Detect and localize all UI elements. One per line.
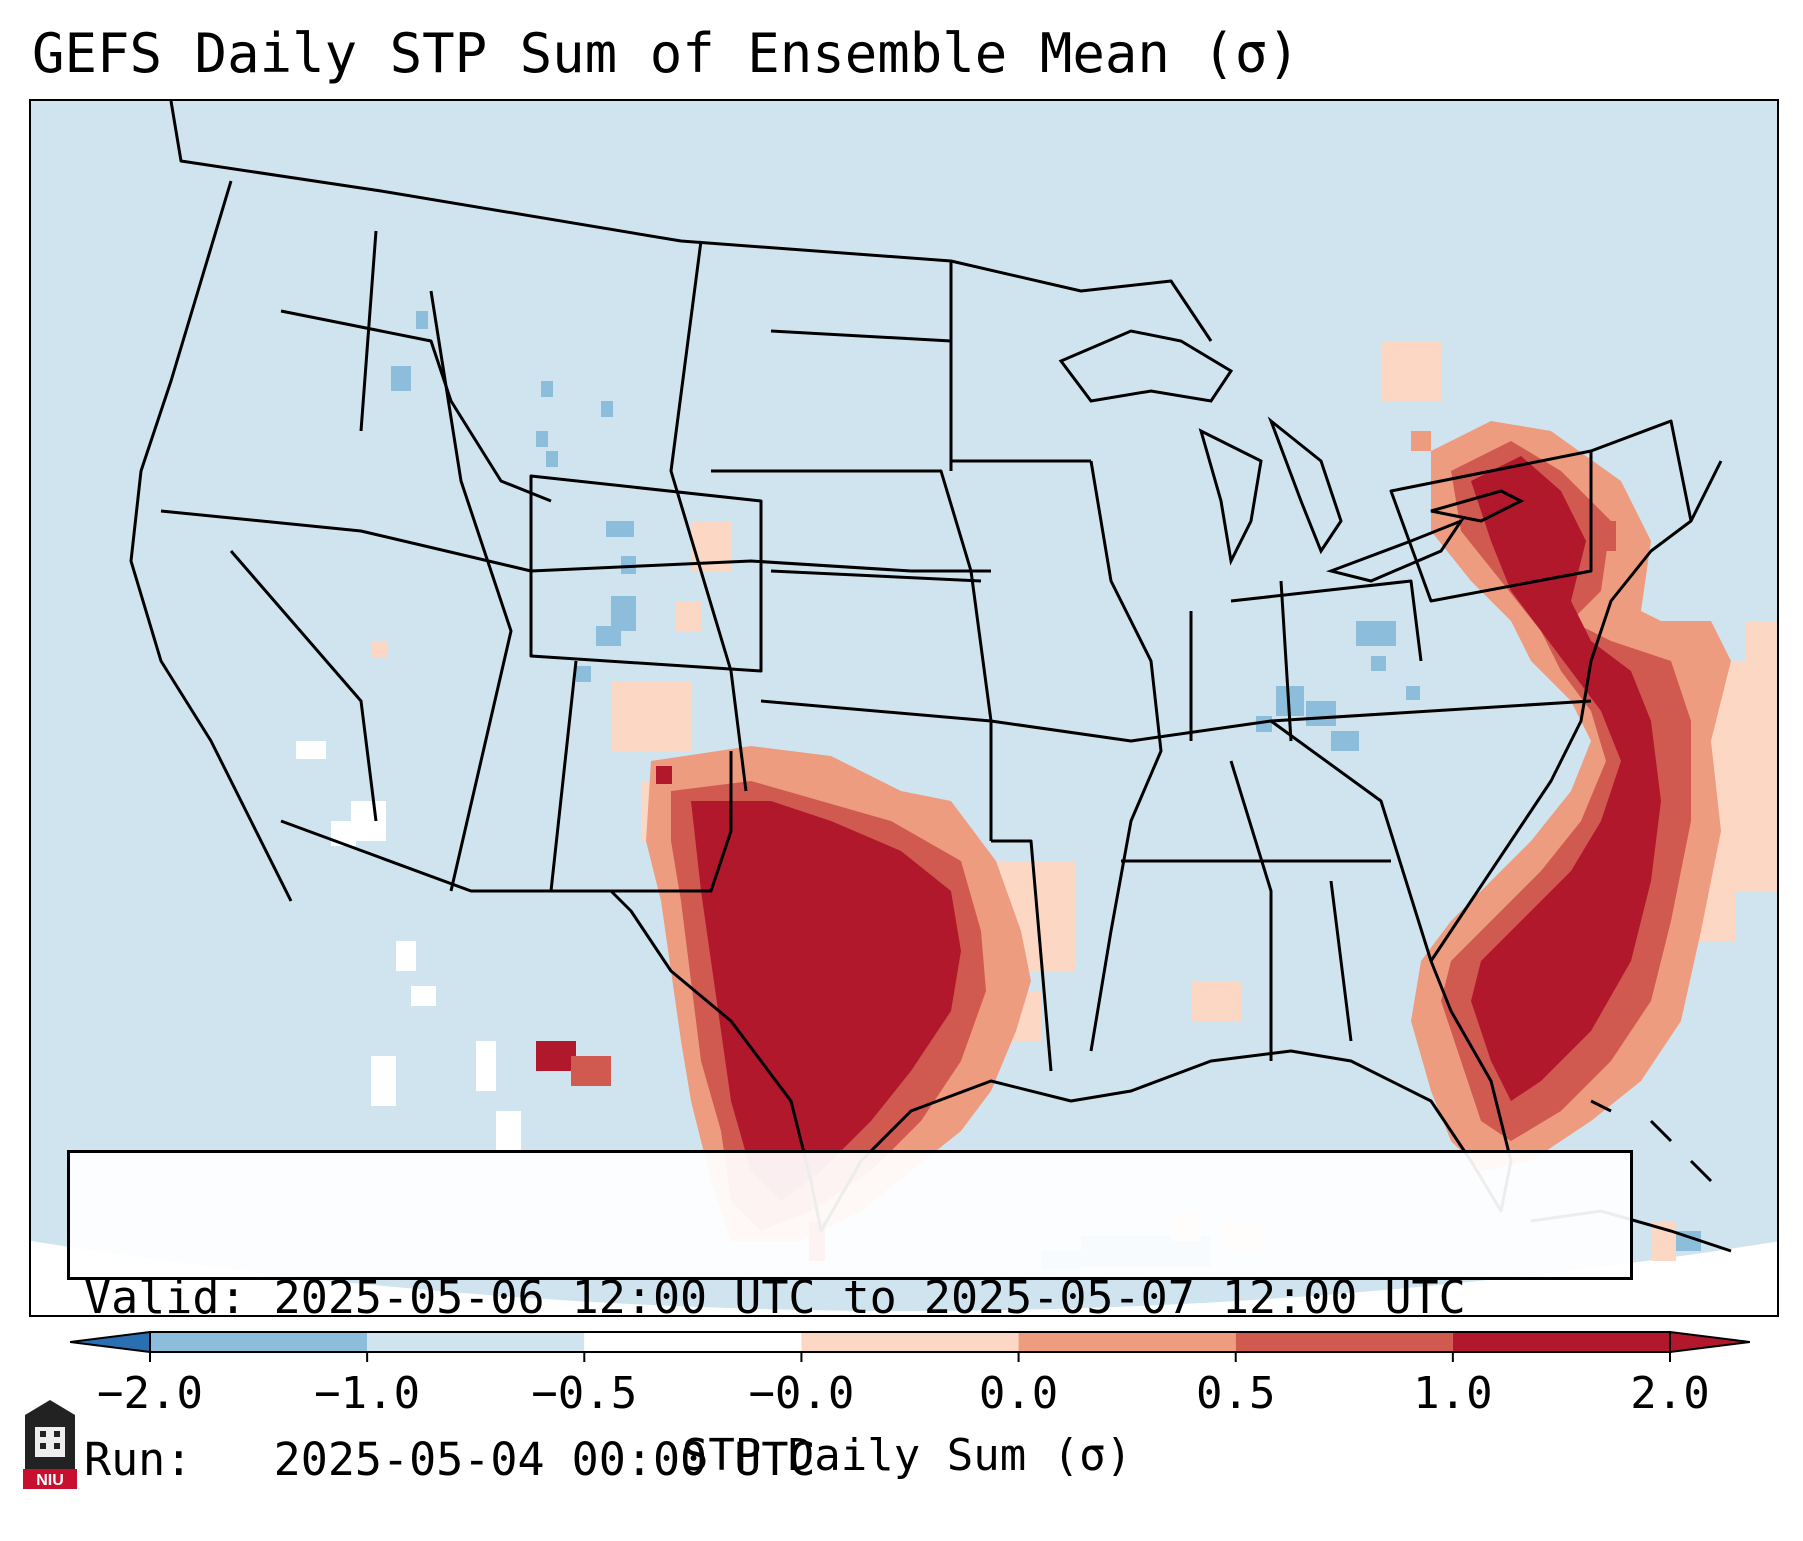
colorbar-segment xyxy=(1452,1332,1670,1352)
map-background xyxy=(31,101,1777,1311)
colorbar-label: STP Daily Sum (σ) xyxy=(681,1430,1133,1481)
colorbar-tick-label: 1.0 xyxy=(1413,1368,1493,1419)
chart-title: GEFS Daily STP Sum of Ensemble Mean (σ) xyxy=(32,22,1300,85)
colorbar-segment xyxy=(584,1332,802,1352)
colorbar-tick-label: 0.0 xyxy=(978,1368,1059,1419)
texas-anomaly xyxy=(536,746,1031,1261)
run-value: 2025-05-04 00:00 UTC xyxy=(273,1433,816,1486)
colorbar-tick-label: 0.5 xyxy=(1195,1368,1276,1419)
neutral-cells xyxy=(296,741,521,1151)
colorbar-segment xyxy=(801,1332,1019,1352)
colorbar-tick-label: −2.0 xyxy=(97,1368,203,1419)
colorbar-tick-label: −0.5 xyxy=(531,1368,638,1419)
colorbar-segment xyxy=(150,1332,368,1352)
colorbar-tick-label: −1.0 xyxy=(314,1368,421,1419)
state-borders xyxy=(129,101,1723,1232)
colorbar-segment xyxy=(1018,1332,1236,1352)
map-canvas xyxy=(31,101,1777,1311)
map-panel xyxy=(29,99,1779,1317)
run-label: Run: xyxy=(84,1433,193,1486)
east-coast-anomaly xyxy=(1411,421,1731,1171)
logo-text: NIU xyxy=(36,1472,64,1489)
great-lakes xyxy=(1058,329,1525,583)
colorbar-segment xyxy=(367,1332,585,1352)
valid-value: 2025-05-06 12:00 UTC to 2025-05-07 12:00… xyxy=(273,1271,1466,1324)
colorbar-tick-label: 2.0 xyxy=(1630,1368,1710,1419)
colorbar-extend-min xyxy=(70,1330,151,1354)
valid-label: Valid: xyxy=(84,1271,247,1324)
colorbar-tick-label: −0.0 xyxy=(748,1368,855,1419)
validity-info-box: Valid: 2025-05-06 12:00 UTC to 2025-05-0… xyxy=(67,1150,1633,1486)
niu-logo: NIU xyxy=(23,1400,77,1489)
colorbar-extend-max xyxy=(1669,1330,1750,1354)
colorbar xyxy=(70,1330,1750,1362)
colorbar-segment xyxy=(1235,1332,1453,1352)
